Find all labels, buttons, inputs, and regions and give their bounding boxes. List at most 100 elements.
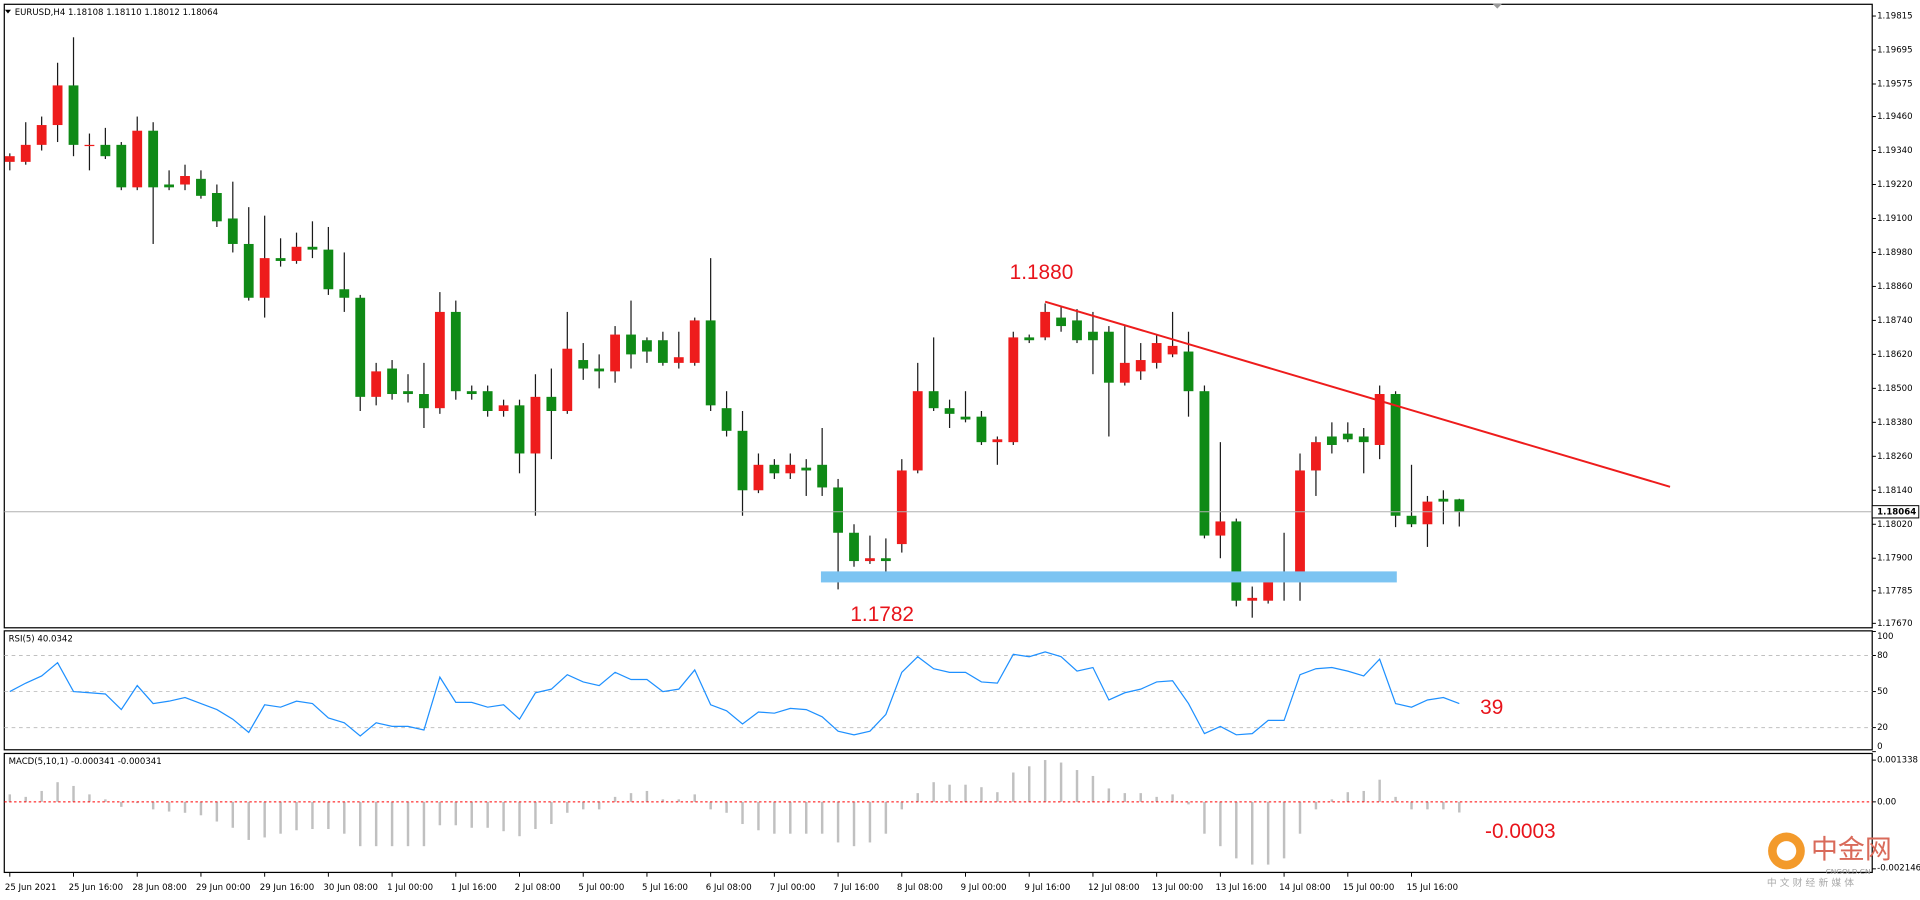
macd-bar xyxy=(24,796,27,802)
macd-bar xyxy=(1251,801,1254,865)
candle-body xyxy=(371,371,382,397)
candle-body xyxy=(355,297,366,397)
y-tick-label: 1.17900 xyxy=(1877,554,1912,564)
macd-bar xyxy=(1012,772,1015,802)
candle-body xyxy=(243,243,254,298)
candle-body xyxy=(896,470,907,545)
candle-body xyxy=(546,396,557,412)
macd-bar xyxy=(741,801,744,825)
macd-header: MACD(5,10,1) -0.000341 -0.000341 xyxy=(9,757,162,767)
y-tick-label: 1.19460 xyxy=(1877,112,1912,122)
candle-body xyxy=(450,311,461,392)
candle-body xyxy=(689,320,700,363)
candle-body xyxy=(657,340,668,363)
candle-body xyxy=(498,405,509,412)
macd-bar xyxy=(486,801,489,828)
candle-body xyxy=(84,144,95,147)
y-tick-label: 0 xyxy=(1877,742,1882,752)
candle-body xyxy=(1199,391,1210,536)
macd-bar xyxy=(1394,796,1397,802)
candle-body xyxy=(1072,320,1082,341)
macd-bar xyxy=(183,801,187,813)
x-tick-label: 28 Jun 08:00 xyxy=(132,883,186,893)
annotation: -0.0003 xyxy=(1485,820,1556,843)
y-tick-label: 1.18020 xyxy=(1877,520,1912,530)
candle-body xyxy=(1358,436,1369,443)
macd-bar xyxy=(1075,770,1079,802)
y-tick-label: 1.18740 xyxy=(1877,316,1912,326)
candle-body xyxy=(1422,501,1433,525)
candle-body xyxy=(1390,394,1401,516)
macd-bar xyxy=(789,801,792,834)
candle-body xyxy=(1406,515,1417,525)
macd-bar xyxy=(1187,801,1190,805)
candle-body xyxy=(148,130,159,188)
watermark-site: CNGOLD.CN xyxy=(1826,867,1871,876)
macd-bar xyxy=(757,801,760,831)
candle-body xyxy=(275,258,286,261)
candle-body xyxy=(849,532,859,562)
macd-bar xyxy=(120,801,123,807)
x-tick-label: 8 Jul 08:00 xyxy=(897,883,943,893)
candle-body xyxy=(737,430,748,491)
candle-body xyxy=(1215,521,1226,536)
candle-body xyxy=(1167,345,1178,355)
macd-bar xyxy=(932,782,935,802)
rsi-panel xyxy=(3,630,1873,751)
watermark-title: 中金网 xyxy=(1811,834,1892,865)
candle-body xyxy=(928,391,939,409)
macd-bar xyxy=(1139,793,1142,802)
annotation: 1.1782 xyxy=(850,603,914,626)
macd-bar xyxy=(279,801,282,834)
x-tick-label: 5 Jul 16:00 xyxy=(642,883,688,893)
macd-bar xyxy=(454,801,458,826)
macd-bar xyxy=(518,801,521,837)
macd-bar xyxy=(1314,801,1318,810)
macd-bar xyxy=(343,801,346,834)
annotation: 39 xyxy=(1480,696,1503,719)
panels xyxy=(3,3,1873,874)
x-tick-label: 2 Jul 08:00 xyxy=(515,883,561,893)
candle-body xyxy=(100,144,111,157)
y-tick-label: 50 xyxy=(1877,687,1888,697)
support-zone xyxy=(820,571,1397,583)
candle-body xyxy=(673,357,684,363)
candle-body xyxy=(180,176,190,185)
macd-bar xyxy=(900,801,904,810)
macd-bar xyxy=(215,801,219,822)
macd-bar xyxy=(1028,766,1031,802)
macd-bar xyxy=(40,790,43,802)
macd-bar xyxy=(597,801,601,810)
candle-body xyxy=(1135,360,1146,372)
candle-body xyxy=(419,394,429,409)
candle-body xyxy=(132,130,143,188)
y-tick-label: 1.18380 xyxy=(1877,418,1912,428)
x-tick-label: 9 Jul 00:00 xyxy=(961,883,1007,893)
candle-body xyxy=(626,334,636,355)
x-tick-label: 29 Jun 00:00 xyxy=(196,883,250,893)
candle-body xyxy=(52,85,63,126)
y-tick-label: 0.00 xyxy=(1877,797,1896,807)
candle-body xyxy=(68,85,79,145)
x-tick-label: 9 Jul 16:00 xyxy=(1024,883,1070,893)
macd-bar xyxy=(1298,801,1302,834)
macd-bar xyxy=(613,796,617,802)
macd-bar xyxy=(996,792,999,802)
macd-bar xyxy=(1410,801,1413,810)
candle-body xyxy=(1342,433,1353,440)
candle-body xyxy=(705,320,716,406)
watermark: 中金网 CNGOLD.CN 中 文 财 经 新 媒 体 xyxy=(1767,832,1892,889)
macd-bar xyxy=(645,790,649,802)
candle-body xyxy=(4,156,15,162)
rsi-header: RSI(5) 40.0342 xyxy=(9,634,73,644)
macd-bar xyxy=(964,784,967,802)
x-tick-label: 6 Jul 08:00 xyxy=(706,883,752,893)
y-tick-label: 1.17785 xyxy=(1877,586,1912,596)
macd-bar xyxy=(1107,788,1111,802)
macd-bar xyxy=(1059,762,1063,802)
macd-bar xyxy=(693,794,696,802)
macd-bar xyxy=(582,801,585,810)
macd-bar xyxy=(8,794,12,802)
candle-body xyxy=(960,416,971,420)
x-tick-label: 12 Jul 08:00 xyxy=(1088,883,1139,893)
